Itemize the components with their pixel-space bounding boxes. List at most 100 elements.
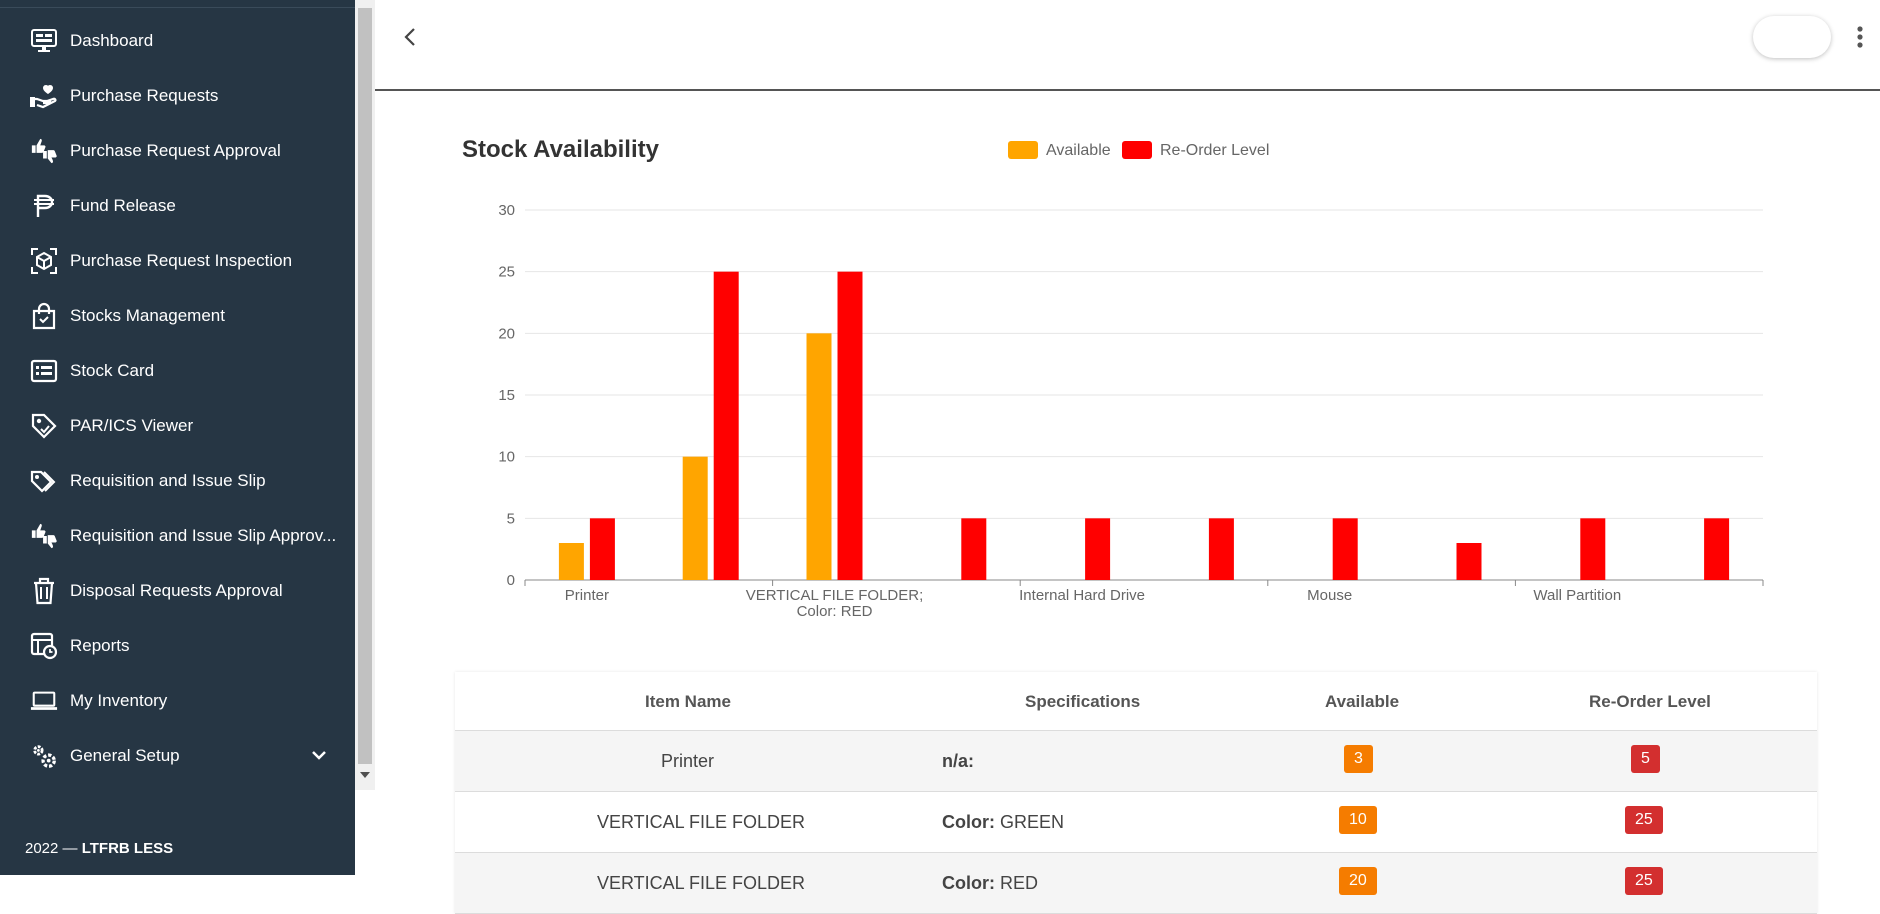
bar-reorder-level bbox=[1332, 518, 1358, 580]
x-tick-label: Internal Hard Drive bbox=[1019, 587, 1145, 604]
sidebar-top-divider bbox=[0, 0, 355, 8]
bar-reorder-level bbox=[1208, 518, 1234, 580]
y-tick-label: 20 bbox=[498, 325, 515, 342]
column-header-reorder-level[interactable]: Re-Order Level bbox=[1589, 692, 1711, 711]
hand-heart-icon bbox=[30, 82, 58, 110]
bar-reorder-level bbox=[837, 271, 863, 580]
y-tick-label: 5 bbox=[507, 510, 515, 527]
spec-cell: Color: GREEN bbox=[942, 812, 1064, 833]
stock-table: Item Name Specifications Available Re-Or… bbox=[455, 672, 1817, 914]
sidebar-footer: 2022 — LTFRB LESS bbox=[25, 840, 173, 857]
trash-icon bbox=[30, 577, 58, 605]
table-row[interactable]: Printer n/a: 3 5 bbox=[455, 731, 1817, 792]
table-row[interactable]: VERTICAL FILE FOLDER Color: GREEN 10 25 bbox=[455, 792, 1817, 853]
sidebar-item-my-inventory[interactable]: My Inventory bbox=[0, 680, 355, 720]
y-tick-label: 15 bbox=[498, 387, 515, 404]
footer-year: 2022 — bbox=[25, 840, 78, 857]
shopping-bag-icon bbox=[30, 302, 58, 330]
tags-icon bbox=[30, 467, 58, 495]
bar-available bbox=[558, 543, 584, 580]
column-header-specifications[interactable]: Specifications bbox=[1025, 692, 1141, 711]
y-tick-label: 30 bbox=[498, 202, 515, 219]
sidebar-item-reports[interactable]: Reports bbox=[0, 625, 355, 665]
sidebar-item-label: Disposal Requests Approval bbox=[70, 581, 283, 600]
back-button[interactable] bbox=[395, 22, 425, 52]
gears-icon bbox=[30, 742, 58, 770]
sidebar-item-requisition-and-issue-slip-approval[interactable]: Requisition and Issue Slip Approv... bbox=[0, 515, 355, 555]
spec-label: Color: bbox=[942, 812, 995, 832]
sidebar: Dashboard Purchase Requests Purchase Req… bbox=[0, 0, 355, 875]
sidebar-item-stocks-management[interactable]: Stocks Management bbox=[0, 295, 355, 335]
available-badge: 20 bbox=[1339, 867, 1377, 895]
y-tick-label: 0 bbox=[507, 572, 515, 589]
spec-label: n/a: bbox=[942, 751, 975, 771]
sidebar-item-par-ics-viewer[interactable]: PAR/ICS Viewer bbox=[0, 405, 355, 445]
reorder-badge: 25 bbox=[1625, 867, 1663, 895]
spec-cell: n/a: bbox=[942, 751, 974, 772]
spec-cell: Color: RED bbox=[942, 873, 1038, 894]
x-tick-label: Printer bbox=[565, 587, 609, 604]
chevron-down-icon[interactable] bbox=[309, 745, 329, 765]
spec-label: Color: bbox=[942, 873, 995, 893]
sidebar-item-label: Purchase Request Inspection bbox=[70, 251, 293, 270]
table-row[interactable]: VERTICAL FILE FOLDER Color: RED 20 25 bbox=[455, 853, 1817, 914]
bar-reorder-level bbox=[1704, 518, 1730, 580]
sidebar-item-label: General Setup bbox=[70, 746, 180, 765]
x-tick-label: Mouse bbox=[1307, 587, 1352, 604]
sidebar-item-fund-release[interactable]: Fund Release bbox=[0, 185, 355, 225]
top-header bbox=[375, 0, 1880, 91]
sidebar-item-stock-card[interactable]: Stock Card bbox=[0, 350, 355, 390]
reorder-badge: 5 bbox=[1631, 745, 1660, 773]
sidebar-item-label: PAR/ICS Viewer bbox=[70, 416, 194, 435]
spec-value: GREEN bbox=[1000, 812, 1065, 832]
monitor-icon bbox=[30, 27, 58, 55]
spec-value: RED bbox=[1000, 873, 1039, 893]
sidebar-item-label: Dashboard bbox=[70, 31, 154, 50]
chart-title: Stock Availability bbox=[462, 136, 659, 163]
item-name-cell: VERTICAL FILE FOLDER bbox=[597, 812, 806, 832]
sidebar-item-purchase-request-inspection[interactable]: Purchase Request Inspection bbox=[0, 240, 355, 280]
bar-reorder-level bbox=[961, 518, 987, 580]
y-tick-label: 10 bbox=[498, 449, 515, 466]
sidebar-item-label: Requisition and Issue Slip Approv... bbox=[70, 526, 337, 545]
laptop-icon bbox=[30, 687, 58, 715]
sidebar-item-purchase-requests[interactable]: Purchase Requests bbox=[0, 75, 355, 115]
column-header-available[interactable]: Available bbox=[1325, 692, 1400, 711]
sidebar-item-label: Fund Release bbox=[70, 196, 176, 215]
sidebar-item-label: My Inventory bbox=[70, 691, 168, 710]
sidebar-item-purchase-request-approval[interactable]: Purchase Request Approval bbox=[0, 130, 355, 170]
y-tick-label: 25 bbox=[498, 264, 515, 281]
x-tick-label: Wall Partition bbox=[1533, 587, 1621, 604]
sidebar-scrollbar[interactable] bbox=[355, 0, 375, 790]
thumbs-icon bbox=[30, 522, 58, 550]
peso-icon bbox=[30, 192, 58, 220]
bar-reorder-level bbox=[1456, 543, 1482, 580]
sidebar-item-label: Reports bbox=[70, 636, 130, 655]
sidebar-item-label: Purchase Request Approval bbox=[70, 141, 281, 160]
stock-availability-chart: Available Re-Order Level 0 5 10 15 20 25 30 Print… bbox=[498, 141, 1764, 620]
sidebar-item-disposal-requests-approval[interactable]: Disposal Requests Approval bbox=[0, 570, 355, 610]
legend-label: Re-Order Level bbox=[1160, 142, 1269, 159]
scrollbar-thumb[interactable] bbox=[358, 8, 372, 764]
bar-reorder-level bbox=[1085, 518, 1111, 580]
scroll-down-arrow-icon[interactable] bbox=[360, 772, 370, 778]
sidebar-item-label: Stocks Management bbox=[70, 306, 225, 325]
bar-available bbox=[682, 456, 708, 580]
bar-reorder-level bbox=[589, 518, 615, 580]
user-menu-button[interactable] bbox=[1753, 16, 1831, 58]
available-badge: 10 bbox=[1339, 806, 1377, 834]
legend-swatch bbox=[1122, 141, 1152, 159]
table-header-row: Item Name Specifications Available Re-Or… bbox=[455, 672, 1817, 731]
tag-icon bbox=[30, 412, 58, 440]
more-options-icon[interactable] bbox=[1855, 22, 1865, 52]
column-header-item-name[interactable]: Item Name bbox=[645, 692, 731, 711]
legend-label: Available bbox=[1046, 142, 1111, 159]
sidebar-item-general-setup[interactable]: General Setup bbox=[0, 735, 355, 775]
sidebar-item-requisition-and-issue-slip[interactable]: Requisition and Issue Slip bbox=[0, 460, 355, 500]
bar-reorder-level bbox=[713, 271, 739, 580]
item-name-cell: VERTICAL FILE FOLDER bbox=[597, 873, 806, 893]
card-icon bbox=[30, 357, 58, 385]
sidebar-item-dashboard[interactable]: Dashboard bbox=[0, 20, 355, 60]
reorder-badge: 25 bbox=[1625, 806, 1663, 834]
x-tick-label: VERTICAL FILE FOLDER; Color: RED bbox=[746, 587, 924, 620]
